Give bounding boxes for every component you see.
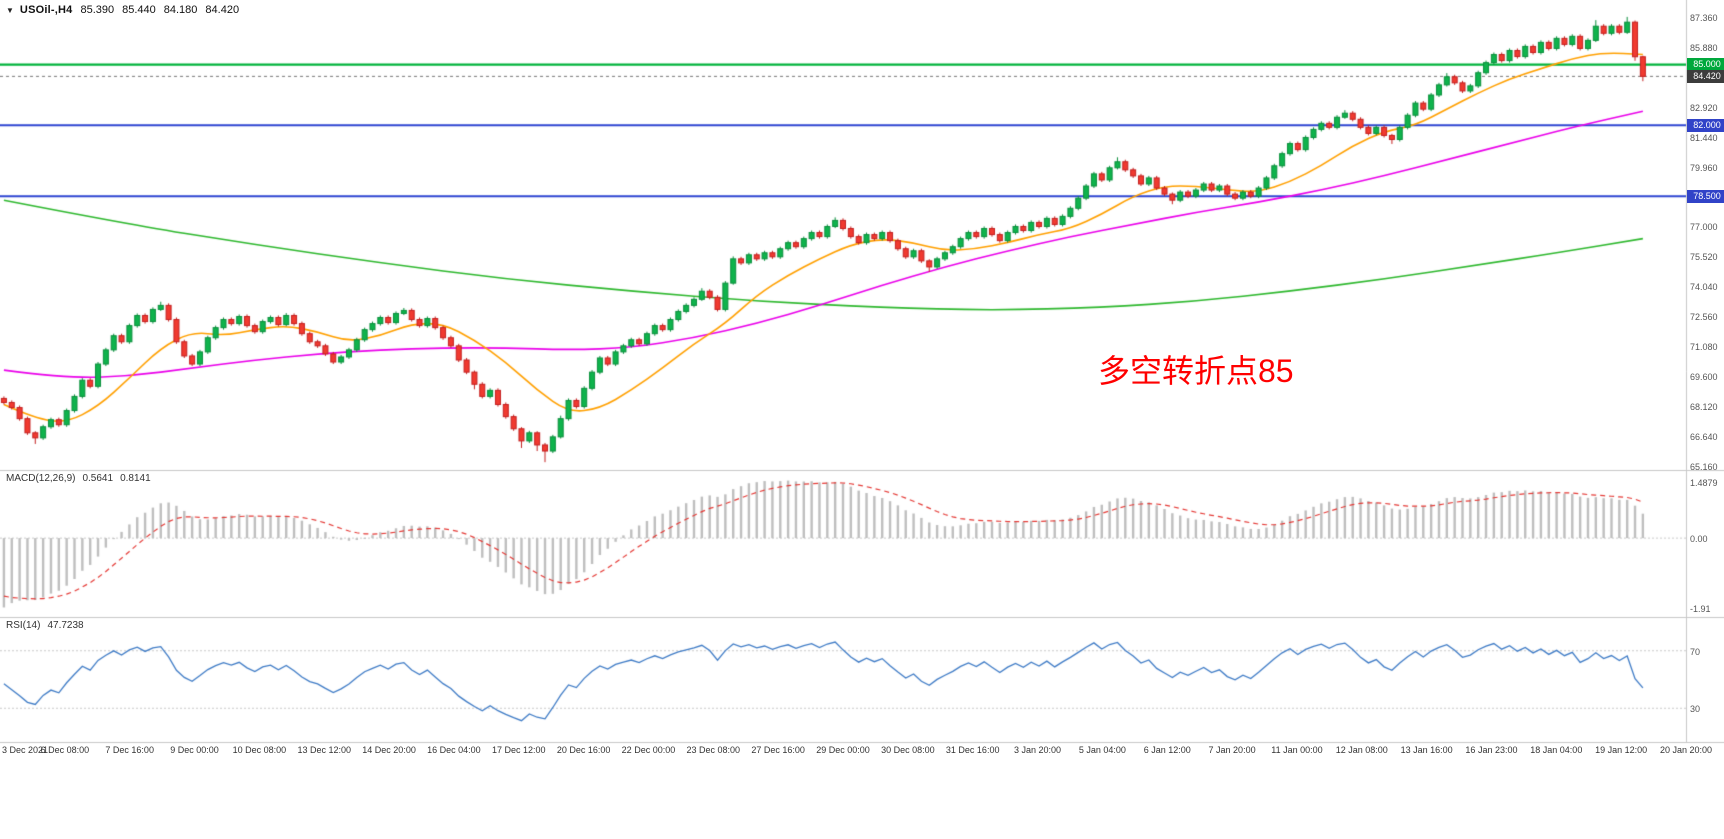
chart-ohlc-header: ▼ USOil-,H4 85.390 85.440 84.180 84.420 [6,4,239,16]
macd-signal-value: 0.8141 [120,473,151,484]
ohlc-high: 85.440 [122,4,156,16]
macd-value: 0.5641 [82,473,114,484]
ohlc-close: 84.420 [205,4,240,16]
rsi-label: RSI(14) [6,620,41,631]
rsi-value: 47.7238 [47,620,84,631]
ohlc-low: 84.180 [163,4,198,16]
macd-header: MACD(12,26,9) 0.5641 0.8141 [6,473,151,484]
chart-symbol-period: USOil-,H4 [19,4,73,16]
rsi-header: RSI(14) 47.7238 [6,620,84,631]
macd-label: MACD(12,26,9) [6,473,76,484]
chart-symbol-dropdown-icon[interactable]: ▼ [6,5,14,15]
ohlc-open: 85.390 [80,4,115,16]
annotation-text: 多空转折点85 [1098,353,1294,389]
